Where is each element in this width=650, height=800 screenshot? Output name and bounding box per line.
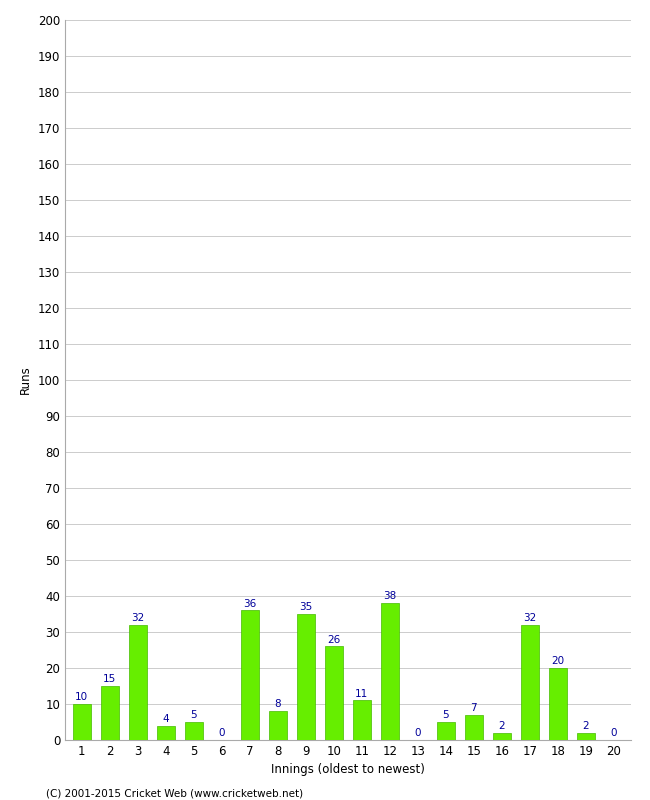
Bar — [73, 704, 91, 740]
Bar — [324, 646, 343, 740]
Bar — [493, 733, 511, 740]
Bar — [549, 668, 567, 740]
Text: 35: 35 — [299, 602, 313, 612]
Text: 2: 2 — [582, 721, 589, 731]
Y-axis label: Runs: Runs — [20, 366, 32, 394]
Text: 38: 38 — [383, 591, 396, 602]
Text: 2: 2 — [499, 721, 505, 731]
Bar — [353, 701, 371, 740]
Text: 20: 20 — [551, 656, 564, 666]
Text: 7: 7 — [471, 703, 477, 713]
Text: 32: 32 — [523, 613, 536, 623]
Text: 4: 4 — [162, 714, 169, 724]
Text: 5: 5 — [190, 710, 197, 720]
Text: (C) 2001-2015 Cricket Web (www.cricketweb.net): (C) 2001-2015 Cricket Web (www.cricketwe… — [46, 788, 303, 798]
Text: 5: 5 — [443, 710, 449, 720]
Text: 11: 11 — [355, 689, 369, 698]
Text: 0: 0 — [415, 728, 421, 738]
X-axis label: Innings (oldest to newest): Innings (oldest to newest) — [271, 763, 424, 777]
Text: 0: 0 — [218, 728, 225, 738]
Bar — [437, 722, 455, 740]
Bar — [521, 625, 539, 740]
Bar — [296, 614, 315, 740]
Bar — [268, 711, 287, 740]
Bar — [129, 625, 147, 740]
Text: 0: 0 — [610, 728, 617, 738]
Bar — [185, 722, 203, 740]
Text: 8: 8 — [274, 699, 281, 710]
Text: 32: 32 — [131, 613, 144, 623]
Text: 15: 15 — [103, 674, 116, 684]
Bar — [101, 686, 119, 740]
Text: 36: 36 — [243, 598, 256, 609]
Bar — [577, 733, 595, 740]
Text: 26: 26 — [327, 634, 341, 645]
Bar — [240, 610, 259, 740]
Bar — [157, 726, 175, 740]
Bar — [465, 715, 483, 740]
Text: 10: 10 — [75, 692, 88, 702]
Bar — [381, 603, 399, 740]
